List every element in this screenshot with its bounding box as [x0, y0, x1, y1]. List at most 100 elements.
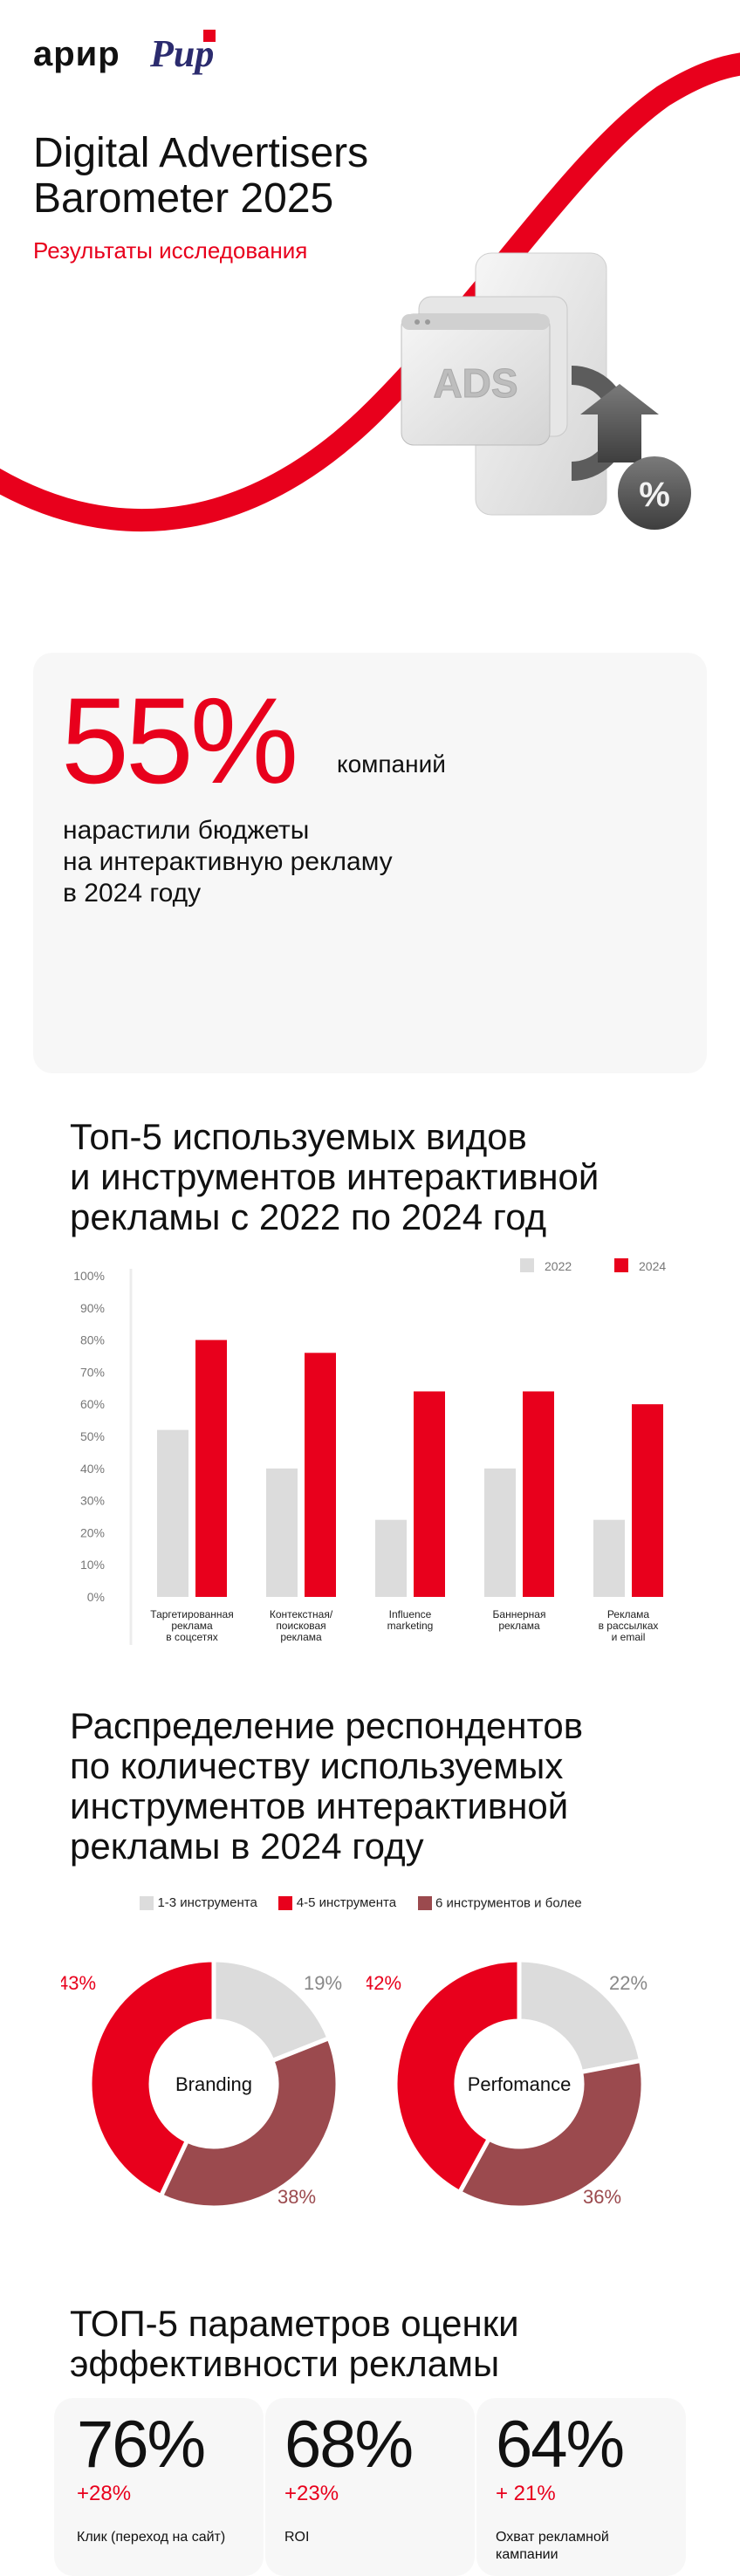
y-tick-label: 30%: [80, 1494, 105, 1508]
y-tick-label: 70%: [80, 1365, 105, 1379]
x-category-label-line: реклама: [498, 1620, 540, 1632]
x-category-label-line: и email: [612, 1631, 646, 1643]
donut-slice: [517, 1957, 644, 2075]
x-category-label-line: поисковая: [276, 1620, 325, 1632]
section-title-kpi-line-1: ТОП-5 параметров оценки: [70, 2303, 519, 2344]
kpi-label-line-2: кампании: [496, 2547, 558, 2562]
legend-swatch-1-3: [140, 1895, 154, 1910]
bar-2024-3: [523, 1391, 554, 1597]
x-category-label-line: в соцсетях: [166, 1631, 218, 1643]
donut-slice: [456, 2058, 646, 2210]
x-category-label: Реклама в рассылках и email: [599, 1608, 659, 1643]
section-title-distribution-line-2: по количеству используемых: [70, 1745, 564, 1786]
x-category-label-line: Реклама: [607, 1608, 649, 1620]
ads-label: ADS: [433, 360, 517, 406]
stat-unit: компаний: [337, 750, 446, 778]
legend-swatch-2024: [614, 1258, 628, 1272]
x-category-label: Баннерная реклама: [493, 1608, 546, 1632]
donut-slice-label: 22%: [609, 1972, 648, 1994]
donut-slice: [211, 1957, 332, 2064]
x-category-label-line: Баннерная: [493, 1608, 546, 1620]
kpi-card-click: 76% +28% Клик (переход на сайт): [54, 2398, 264, 2576]
donut-chart-branding: 19% 38% 43% Branding: [61, 1957, 342, 2210]
y-tick-label: 90%: [80, 1301, 105, 1315]
section-title-distribution-line-1: Распределение респондентов: [70, 1705, 584, 1746]
y-tick-label: 20%: [80, 1525, 105, 1539]
x-category-label-line: Контекстная/: [270, 1608, 333, 1620]
bar-2022-1: [266, 1468, 298, 1597]
legend-label-6-plus: 6 инструментов и более: [435, 1895, 582, 1911]
section-title-distribution-line-4: рекламы в 2024 году: [70, 1826, 424, 1867]
bar-2024-0: [195, 1339, 227, 1597]
donut-slice-label: 43%: [61, 1972, 96, 1994]
page-subtitle: Результаты исследования: [33, 237, 308, 264]
stat-value: 55%: [61, 672, 298, 809]
donut-slice-label: 36%: [583, 2186, 621, 2208]
stat-description-line-1: нарастили бюджеты: [63, 816, 310, 845]
stat-card: [33, 653, 707, 1073]
bar-2022-2: [375, 1519, 407, 1597]
y-tick-label: 80%: [80, 1333, 105, 1347]
kpi-card-roi: 68% +23% ROI: [265, 2398, 475, 2576]
logo-rir: Рир: [150, 30, 216, 76]
donut-hole: [458, 2023, 580, 2145]
kpi-delta: + 21%: [496, 2482, 556, 2505]
donut-slice: [87, 1957, 216, 2199]
donut-center-label: Branding: [175, 2073, 252, 2095]
legend-swatch-4-5: [278, 1895, 293, 1910]
y-tick-label: 50%: [80, 1429, 105, 1443]
y-tick-label: 40%: [80, 1462, 105, 1476]
x-category-label: Контекстная/поисковая реклама: [270, 1608, 333, 1643]
kpi-value: 64%: [496, 2408, 625, 2482]
legend-swatch-2022: [520, 1258, 534, 1272]
kpi-value: 68%: [284, 2408, 414, 2482]
donut-legend: 1-3 инструмента 4-5 инструмента 6 инстру…: [140, 1895, 582, 1911]
donut-slice-label: 42%: [367, 1972, 401, 1994]
section-title-distribution: Распределение респондентов по количеству…: [70, 1706, 583, 1867]
kpi-label-line-1: Охват рекламной: [496, 2530, 609, 2545]
stat-description-line-2: на интерактивную рекламу: [63, 847, 393, 876]
x-category-label-line: Influence: [389, 1608, 432, 1620]
bar-2022-4: [593, 1519, 625, 1597]
donut-slice-label: 19%: [304, 1972, 342, 1994]
logo-rir-square: [203, 30, 216, 42]
legend-label-4-5: 4-5 инструмента: [296, 1895, 397, 1911]
legend-label-2022: 2022: [545, 1259, 572, 1273]
kpi-label: Охват рекламной кампании: [496, 2529, 609, 2564]
bar-2022-3: [484, 1468, 516, 1597]
section-title-top5-tools-line-3: рекламы с 2022 по 2024 год: [70, 1196, 547, 1237]
y-tick-label: 60%: [80, 1397, 105, 1411]
x-category-label-line: marketing: [387, 1620, 434, 1632]
logo-arir: арир: [33, 35, 120, 73]
y-tick-label: 10%: [80, 1558, 105, 1572]
bar-2024-2: [414, 1391, 445, 1597]
section-title-kpi: ТОП-5 параметров оценки эффективности ре…: [70, 2304, 519, 2384]
kpi-value: 76%: [77, 2408, 206, 2482]
x-category-label-line: в рассылках: [599, 1620, 659, 1632]
kpi-delta: +28%: [77, 2482, 132, 2505]
donut-chart-performance: 22% 36% 42% Perfomance: [367, 1957, 648, 2210]
x-category-label: Influence marketing: [387, 1608, 434, 1632]
stat-description: нарастили бюджеты на интерактивную рекла…: [63, 815, 393, 909]
bar-2024-1: [305, 1353, 336, 1597]
bar-2024-4: [632, 1404, 663, 1597]
section-title-top5-tools-line-1: Топ-5 используемых видов: [70, 1116, 527, 1157]
kpi-card-reach: 64% + 21% Охват рекламной кампании: [476, 2398, 686, 2576]
x-category-label-line: реклама: [171, 1620, 213, 1632]
ads-illustration: ADS %: [401, 252, 691, 530]
page-title: Digital Advertisers Barometer 2025: [33, 131, 368, 222]
x-category-label-line: реклама: [280, 1631, 322, 1643]
donut-slice: [158, 2035, 340, 2210]
section-title-distribution-line-3: инструментов интерактивной: [70, 1785, 569, 1826]
legend-swatch-6-plus: [417, 1895, 432, 1910]
donut-center-label: Perfomance: [468, 2073, 572, 2095]
stat-description-line-3: в 2024 году: [63, 879, 202, 908]
donut-slice-label: 38%: [278, 2186, 316, 2208]
section-title-top5-tools-line-2: и инструментов интерактивной: [70, 1156, 600, 1197]
y-tick-label: 100%: [73, 1269, 105, 1283]
bar-chart: 100% 90% 80% 70% 60% 50% 40% 30% 20% 10% 0% Таргети…: [73, 1258, 666, 1645]
percent-icon: %: [639, 476, 670, 514]
x-category-label-line: Таргетированная: [150, 1608, 233, 1620]
kpi-label: ROI: [284, 2530, 310, 2545]
legend-label-2024: 2024: [639, 1259, 666, 1273]
